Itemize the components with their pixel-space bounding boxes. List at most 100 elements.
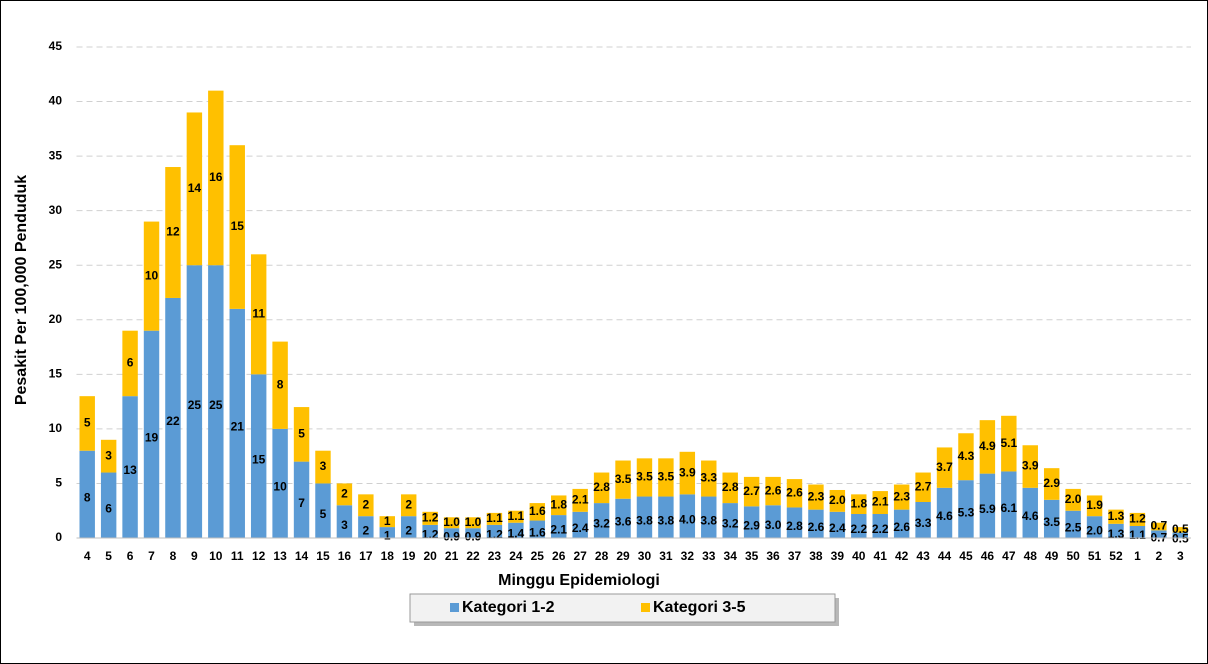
x-tick-label: 8 [170, 549, 177, 563]
data-label: 5.1 [1000, 436, 1017, 450]
data-label: 8 [277, 377, 284, 391]
bar-segment [1022, 445, 1038, 488]
x-tick-label: 23 [488, 549, 502, 563]
data-label: 15 [252, 452, 266, 466]
bar-segment [551, 495, 567, 516]
bar-segment [1172, 527, 1188, 533]
x-tick-label: 22 [466, 549, 480, 563]
data-label: 2.0 [829, 493, 846, 507]
x-axis-title: Minggu Epidemiologi [498, 572, 660, 589]
data-label: 16 [209, 170, 223, 184]
bar-segment [122, 396, 138, 538]
bar-segment [143, 330, 160, 538]
bar-segment [615, 460, 631, 499]
data-label: 2.1 [872, 495, 889, 509]
x-tick-label: 12 [252, 549, 266, 563]
bar-segment [808, 509, 824, 538]
data-label: 6 [127, 356, 134, 370]
data-label: 2.4 [829, 521, 846, 535]
data-label: 2.6 [808, 520, 825, 534]
bar-segment [465, 528, 481, 538]
bar-segment [658, 458, 674, 497]
bar-segment [658, 496, 674, 538]
x-tick-label: 21 [445, 549, 459, 563]
data-label: 25 [209, 398, 223, 412]
data-label: 2.4 [572, 521, 589, 535]
bar-segment [293, 407, 310, 462]
bar-segment [572, 488, 588, 512]
x-tick-label: 20 [423, 549, 437, 563]
x-tick-label: 10 [209, 549, 223, 563]
data-label: 3.5 [1043, 515, 1060, 529]
data-label: 2.3 [893, 489, 910, 503]
bar-segment [808, 484, 824, 510]
bar-segment [250, 254, 267, 375]
data-label: 5.3 [958, 505, 975, 519]
bar-segment [508, 522, 524, 538]
bar-segment [915, 501, 931, 538]
y-tick-label: 15 [49, 367, 63, 381]
x-tick-label: 49 [1045, 549, 1059, 563]
bar-segment [958, 480, 974, 538]
bar-segment [143, 221, 160, 331]
x-tick-label: 35 [745, 549, 759, 563]
x-tick-label: 18 [381, 549, 395, 563]
bar-segment [1151, 522, 1167, 531]
bar-segment [893, 484, 910, 510]
bar-segment [358, 494, 374, 517]
bar-segment [229, 145, 245, 309]
legend-swatch [641, 603, 650, 612]
x-tick-label: 11 [231, 549, 244, 563]
bar-segment [936, 487, 953, 538]
bar-segment [486, 524, 503, 538]
data-label: 3.2 [722, 517, 739, 531]
x-tick-label: 34 [724, 549, 738, 563]
data-label: 1 [384, 514, 391, 528]
legend-label: Kategori 1-2 [462, 599, 555, 616]
bar-segment [293, 461, 310, 538]
legend-label: Kategori 3-5 [653, 599, 746, 616]
data-label: 3.5 [636, 470, 653, 484]
bar-segment [636, 458, 653, 497]
data-label: 2 [405, 497, 412, 511]
legend-swatch [450, 603, 459, 612]
data-label: 0.9 [465, 529, 482, 543]
y-tick-label: 40 [49, 94, 63, 108]
x-tick-label: 31 [659, 549, 673, 563]
data-label: 1.1 [1129, 528, 1146, 542]
bar-segment [722, 503, 738, 538]
bar-segment [465, 517, 481, 529]
bar-segment [272, 428, 288, 538]
x-tick-label: 42 [895, 549, 909, 563]
bar-segment [1129, 512, 1146, 526]
bar-segment [979, 420, 996, 474]
x-tick-label: 32 [681, 549, 695, 563]
bar-segment [1172, 532, 1188, 538]
data-label: 1.0 [443, 515, 460, 529]
x-tick-label: 38 [809, 549, 823, 563]
x-tick-label: 17 [359, 549, 373, 563]
bar-segment [79, 450, 95, 538]
legend-box [409, 593, 836, 623]
bar-segment [122, 330, 138, 397]
data-label: 2.7 [743, 484, 760, 498]
bar-segment [508, 510, 524, 523]
bar-segment [529, 520, 546, 538]
x-tick-label: 47 [1002, 549, 1016, 563]
data-label: 3.9 [1022, 459, 1039, 473]
y-tick-label: 30 [49, 203, 63, 217]
x-tick-label: 52 [1109, 549, 1123, 563]
bar-segment [915, 472, 931, 502]
data-label: 2.5 [1065, 521, 1082, 535]
data-label: 2 [341, 487, 348, 501]
bar-segment [1108, 509, 1124, 524]
data-label: 2.2 [872, 522, 889, 536]
bar-segment [336, 483, 353, 506]
bar-segment [701, 496, 717, 538]
data-label: 0.7 [1151, 519, 1168, 533]
data-label: 1.1 [508, 509, 525, 523]
data-label: 1.2 [1129, 512, 1146, 526]
data-label: 1.8 [550, 497, 567, 511]
bar-segment [1129, 525, 1146, 538]
bar-segment [765, 476, 781, 506]
